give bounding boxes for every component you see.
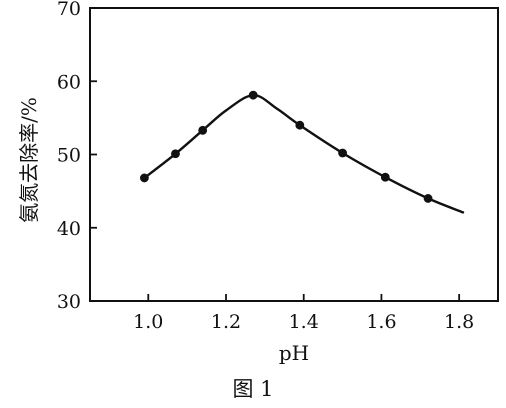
x-tick-label: 1.4	[289, 311, 319, 333]
x-tick-label: 1.6	[366, 311, 396, 333]
y-tick-label: 70	[57, 0, 81, 20]
series-curve	[143, 94, 465, 214]
data-point	[338, 148, 347, 158]
data-points	[140, 90, 433, 203]
x-tick-label: 1.0	[133, 311, 163, 333]
y-tick-label: 50	[57, 145, 81, 167]
data-point	[248, 90, 258, 100]
x-axis-title: pH	[279, 341, 309, 365]
y-tick-label: 30	[57, 291, 81, 313]
data-point	[140, 173, 149, 183]
data-point	[295, 120, 305, 130]
x-tick-label: 1.2	[211, 311, 241, 333]
data-point	[198, 125, 208, 135]
data-point	[171, 149, 180, 159]
data-point	[380, 172, 390, 182]
x-tick-label: 1.8	[444, 311, 474, 333]
y-axis-title: 氨氮去除率/%	[17, 97, 41, 223]
figure-caption: 图 1	[232, 377, 273, 401]
x-axis-ticks: 1.0 1.2 1.4 1.6 1.8	[133, 294, 474, 333]
y-tick-label: 60	[57, 71, 81, 93]
y-tick-label: 40	[57, 218, 81, 240]
y-axis-ticks: 30 40 50 60 70	[57, 0, 97, 313]
data-point	[423, 194, 433, 203]
plot-frame	[89, 7, 499, 302]
